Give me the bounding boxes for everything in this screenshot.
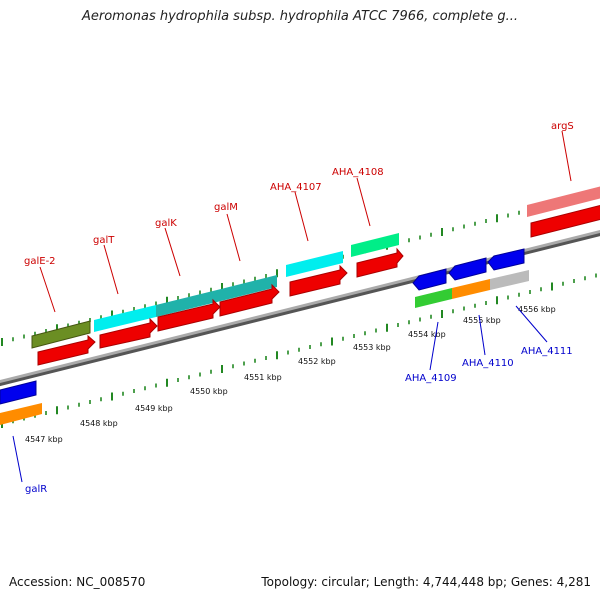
gene-label[interactable]: argS: [551, 121, 574, 132]
map-title: Aeromonas hydrophila subsp. hydrophila A…: [81, 9, 519, 24]
scale-label: 4550 kbp: [190, 387, 228, 396]
gene-arrow[interactable]: [219, 283, 280, 317]
scale-label: 4552 kbp: [298, 357, 336, 366]
gene-cog-block[interactable]: [0, 403, 42, 425]
scale-label: 4547 kbp: [25, 435, 63, 444]
scale-label: 4555 kbp: [463, 316, 501, 325]
gene-label[interactable]: AHA_4111: [521, 346, 573, 357]
gene-arrow[interactable]: [289, 264, 348, 297]
lower-tick-ruler: [1, 273, 597, 428]
forward-cog-track: [31, 184, 600, 349]
gene-cog-block[interactable]: [351, 233, 399, 257]
gene-cog-block[interactable]: [94, 305, 156, 332]
reverse-cog-track: [0, 270, 529, 425]
scale-label: 4548 kbp: [80, 419, 118, 428]
gene-label[interactable]: galE-2: [24, 256, 56, 267]
gene-arrow[interactable]: [487, 248, 525, 271]
gene-label[interactable]: galM: [214, 202, 238, 213]
gene-label[interactable]: galK: [155, 218, 177, 229]
gene-cog-block[interactable]: [415, 288, 452, 308]
gene-arrow[interactable]: [530, 203, 600, 238]
gene-label[interactable]: galT: [93, 235, 115, 246]
gene-label[interactable]: AHA_4107: [270, 182, 322, 193]
gene-label[interactable]: AHA_4108: [332, 167, 384, 178]
gene-cog-block[interactable]: [490, 270, 529, 290]
gene-arrow[interactable]: [0, 380, 37, 405]
gene-arrow[interactable]: [356, 247, 404, 278]
reverse-gene-arrows: [0, 248, 525, 405]
gene-arrow[interactable]: [99, 317, 158, 349]
gene-label[interactable]: AHA_4109: [405, 373, 457, 384]
gene-cog-block[interactable]: [31, 320, 91, 349]
label-leader-lines: [12, 130, 572, 483]
scale-label: 4556 kbp: [518, 305, 556, 314]
gene-cog-block[interactable]: [286, 251, 343, 277]
gene-cog-block[interactable]: [156, 290, 217, 317]
scale-label: 4549 kbp: [135, 404, 173, 413]
gene-cog-block[interactable]: [217, 275, 277, 302]
genome-info-text: Topology: circular; Length: 4,744,448 bp…: [261, 575, 591, 589]
gene-cog-block[interactable]: [527, 184, 600, 217]
forward-gene-arrows: [37, 203, 600, 366]
reverse-gene-labels: galR AHA_4109 AHA_4110 AHA_4111: [25, 346, 573, 495]
gene-label[interactable]: AHA_4110: [462, 358, 514, 369]
gene-cog-block[interactable]: [452, 279, 490, 299]
gene-arrow[interactable]: [157, 298, 221, 332]
gene-label[interactable]: galR: [25, 484, 47, 495]
gene-arrow[interactable]: [448, 257, 487, 281]
gene-arrow[interactable]: [412, 268, 447, 291]
scale-label: 4553 kbp: [353, 343, 391, 352]
gene-arrow[interactable]: [37, 334, 96, 366]
forward-gene-labels: galE-2 galT galK galM AHA_4107 AHA_4108 …: [24, 121, 574, 267]
scale-label: 4554 kbp: [408, 330, 446, 339]
accession-text: Accession: NC_008570: [9, 575, 146, 589]
scale-labels: 4547 kbp 4548 kbp 4549 kbp 4550 kbp 4551…: [25, 305, 556, 444]
scale-label: 4551 kbp: [244, 373, 282, 382]
